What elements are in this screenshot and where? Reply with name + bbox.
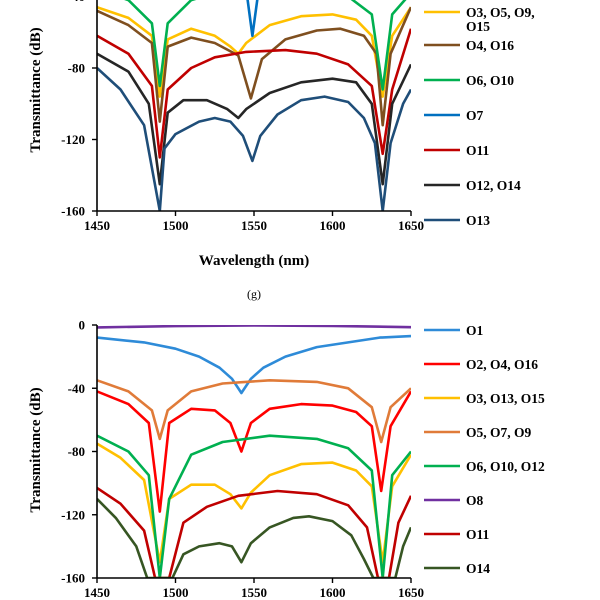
legend-label: O1 (466, 323, 484, 338)
legend-label: O8 (466, 493, 484, 508)
legend-label: O6, O10 (466, 73, 514, 88)
y-tick-label: -40 (68, 0, 85, 4)
series-line-o4-o16 (97, 6, 411, 127)
x-tick-label: 1550 (241, 585, 267, 600)
legend-label: O5, O7, O9 (466, 425, 532, 440)
y-axis-label: Transmittance (dB) (28, 387, 44, 512)
y-tick-label: -120 (61, 507, 85, 522)
series-line-o14 (97, 497, 411, 578)
x-tick-label: 1450 (84, 585, 110, 600)
legend-label: O3, O13, O15 (466, 391, 545, 406)
legend-label: O4, O16 (466, 38, 514, 53)
y-axis-label: Transmittance (dB) (28, 27, 44, 152)
series-line-o13 (97, 67, 411, 211)
legend-label: O14 (466, 561, 490, 576)
legend-label: O3, O5, O9, O15 (466, 5, 535, 34)
legend-label: O7 (466, 108, 484, 123)
x-tick-label: 1600 (320, 585, 346, 600)
series-line-o11 (97, 486, 411, 578)
legend-label: O6, O10, O12 (466, 459, 545, 474)
x-axis-label: Wavelength (nm) (199, 253, 309, 269)
x-tick-label: 1550 (241, 218, 267, 233)
series-line-o6-o10-o12 (97, 434, 411, 578)
x-tick-label: 1650 (398, 585, 424, 600)
series-line-o2-o4-o16 (97, 390, 411, 513)
series-line-o7 (246, 0, 259, 38)
y-tick-label: -160 (61, 571, 85, 586)
legend-label: O11 (466, 527, 490, 542)
series-line-o1 (97, 334, 411, 395)
series-line-o3-o5-o9-o15 (97, 5, 411, 98)
y-tick-label: 0 (79, 318, 86, 333)
y-tick-label: -160 (61, 204, 85, 219)
legend-label: O11 (466, 143, 490, 158)
x-tick-label: 1500 (163, 218, 189, 233)
y-tick-label: -120 (61, 132, 85, 147)
series-line-o6-o10 (124, 0, 407, 91)
x-tick-label: 1500 (163, 585, 189, 600)
panel-caption: (g) (247, 287, 261, 301)
legend-label: O13 (466, 213, 490, 228)
y-tick-label: -40 (68, 381, 85, 396)
legend-label: O2, O4, O16 (466, 357, 538, 372)
x-tick-label: 1650 (398, 218, 424, 233)
series-line-o11 (97, 28, 411, 159)
legend: O3, O5, O9, O15 O4, O16 O6, O10 O7 O11 O12, O1… (424, 5, 535, 228)
series-line-o12-o14 (97, 52, 411, 186)
series-line-o8 (97, 325, 411, 329)
x-tick-label: 1450 (84, 218, 110, 233)
y-tick-label: -80 (68, 61, 85, 76)
chart-2: 1450 1500 1550 1600 1650 -160 -120 -80 -40 0 Trans… (28, 318, 545, 600)
x-tick-label: 1600 (320, 218, 346, 233)
legend: O1 O2, O4, O16 O3, O13, O15 O5, O7, O9 O6, O… (424, 323, 545, 576)
y-tick-label: -80 (68, 444, 85, 459)
chart-1: 1450 1500 1550 1600 1650 -160 -120 -80 -40 Transm… (28, 0, 535, 301)
legend-label: O12, O14 (466, 178, 521, 193)
series-line-o5-o7-o9 (97, 379, 411, 444)
